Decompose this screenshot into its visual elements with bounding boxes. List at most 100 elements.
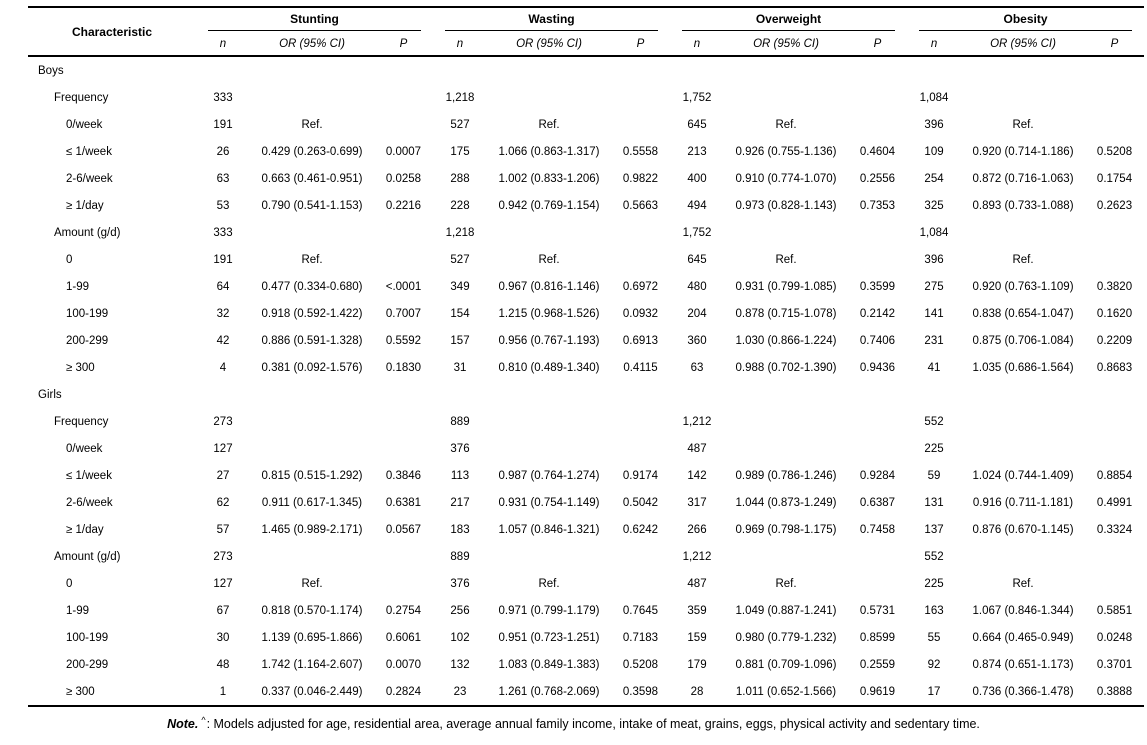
cell-p [1085,111,1144,138]
table-row: 100-199 30 1.139 (0.695-1.866) 0.6061 102 0.9… [28,624,1144,651]
cell-p [374,408,433,435]
cell-n: 55 [927,631,941,644]
cell-n: 67 [216,604,230,617]
cell-p: 0.0070 [385,658,422,671]
cell-n: 64 [216,280,230,293]
cell-n: 137 [924,523,944,536]
col-header-or-overweight: OR (95% CI) [724,32,848,57]
cell-or: 0.989 (0.786-1.246) [735,469,837,482]
cell-p: 0.9174 [622,469,659,482]
cell-or: 1.057 (0.846-1.321) [498,523,600,536]
table-row: 0/week 191 Ref. 527 Ref. 645 Ref. 396 Ref. [28,111,1144,138]
cell-n: 109 [924,145,944,158]
cell-or: 1.035 (0.686-1.564) [972,361,1074,374]
cell-or: 0.931 (0.754-1.149) [498,496,600,509]
cell-p: 0.7458 [859,523,896,536]
cell-p: 0.9619 [848,678,908,707]
row-label: ≥ 300 [66,361,95,374]
cell-or: 0.429 (0.263-0.699) [261,145,363,158]
cell-n: 30 [216,631,230,644]
cell-or: 0.911 (0.617-1.345) [261,496,363,509]
cell-or: 0.790 (0.541-1.153) [261,199,363,212]
table-row: 200-299 42 0.886 (0.591-1.328) 0.5592 157 0.9… [28,327,1144,354]
cell-or: Ref. [1012,118,1034,131]
cell-or: 1.465 (0.989-2.171) [261,523,363,536]
cell-n: 63 [216,172,230,185]
cell-or: Ref. [775,577,797,590]
cell-or: 0.918 (0.592-1.422) [261,307,363,320]
cell-p [1085,435,1144,462]
group-header-obesity: Obesity [907,7,1144,32]
cell-or: 0.664 (0.465-0.949) [972,631,1074,644]
cell-n: 645 [687,253,707,266]
cell-p: 0.9436 [859,361,896,374]
cell-n: 62 [216,496,230,509]
cell-n: 480 [687,280,707,293]
cell-p [1085,570,1144,597]
cell-n: 360 [687,334,707,347]
cell-or: Ref. [301,253,323,266]
cell-or: 0.910 (0.774-1.070) [735,172,837,185]
cell-or: Ref. [538,118,560,131]
col-header-p-wasting: P [611,32,670,57]
cell-p: 0.3598 [611,678,670,707]
cell-or: 0.875 (0.706-1.084) [972,334,1074,347]
cell-p: 0.3820 [1096,280,1133,293]
cell-or [961,84,1085,111]
cell-n: 48 [216,658,230,671]
cell-n: 275 [924,280,944,293]
col-header-p-overweight: P [848,32,908,57]
cell-or [724,84,848,111]
table-row: 0 127 Ref. 376 Ref. 487 Ref. 225 Ref. [28,570,1144,597]
group-header-row: Characteristic Stunting Wasting Overweig… [28,7,1144,57]
table-row: Amount (g/d) 333 1,218 1,752 1,084 [28,219,1144,246]
table-row: 200-299 48 1.742 (1.164-2.607) 0.0070 132 1.0… [28,651,1144,678]
cell-or: 0.876 (0.670-1.145) [972,523,1074,536]
table-row: Frequency 333 1,218 1,752 1,084 [28,84,1144,111]
col-header-n-wasting: n [433,32,487,57]
row-label: 100-199 [66,307,109,320]
cell-or [250,435,374,462]
table-row: 0 191 Ref. 527 Ref. 645 Ref. 396 Ref. [28,246,1144,273]
cell-n: 41 [927,361,941,374]
col-header-p-stunting: P [374,32,433,57]
cell-n: 32 [216,307,230,320]
cell-p [374,111,433,138]
cell-n: 127 [213,577,233,590]
cell-n: 1 [196,678,250,707]
row-label: 1-99 [66,604,90,617]
cell-n: 333 [213,91,233,104]
cell-or: 0.980 (0.779-1.232) [735,631,837,644]
cell-n: 288 [450,172,470,185]
cell-n: 191 [213,253,233,266]
group-header-overweight: Overweight [670,7,907,32]
results-table: Characteristic Stunting Wasting Overweig… [28,6,1145,707]
cell-p: 0.4991 [1096,496,1133,509]
table-row: ≥ 300 4 0.381 (0.092-1.576) 0.1830 31 0.810 (… [28,354,1144,381]
cell-p: 0.5208 [1096,145,1133,158]
cell-p: 0.5851 [1096,604,1133,617]
cell-or: Ref. [301,577,323,590]
cell-or: 0.967 (0.816-1.146) [498,280,600,293]
cell-or: 1.067 (0.846-1.344) [972,604,1074,617]
table-row: 2-6/week 62 0.911 (0.617-1.345) 0.6381 217 0.… [28,489,1144,516]
cell-p: 0.1830 [385,361,422,374]
cell-n: 527 [450,253,470,266]
cell-or: Ref. [538,577,560,590]
cell-n: 53 [216,199,230,212]
cell-n: 256 [450,604,470,617]
cell-or: 0.874 (0.651-1.173) [972,658,1074,671]
cell-n: 527 [450,118,470,131]
cell-n: 204 [687,307,707,320]
cell-p: 0.5592 [385,334,422,347]
cell-p: 0.2556 [859,172,896,185]
col-header-n-overweight: n [670,32,724,57]
cell-p: 0.2824 [374,678,433,707]
cell-or: Ref. [538,253,560,266]
cell-n: 183 [450,523,470,536]
cell-n: 92 [927,658,941,671]
cell-n: 163 [924,604,944,617]
cell-p [611,543,670,570]
cell-p: 0.7645 [622,604,659,617]
col-header-characteristic: Characteristic [28,7,196,57]
